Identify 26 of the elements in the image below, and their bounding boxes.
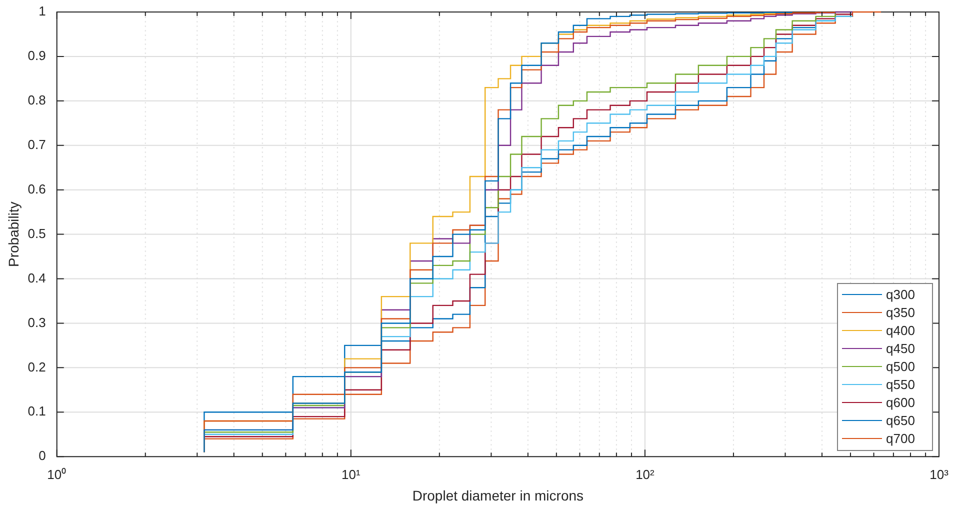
y-tick-label: 0.1 — [28, 404, 46, 419]
y-tick-label: 0.2 — [28, 359, 46, 374]
legend-label: q550 — [886, 377, 915, 392]
legend-label: q450 — [886, 341, 915, 356]
y-tick-label: 1 — [38, 4, 46, 19]
y-tick-label: 0.7 — [28, 136, 46, 152]
y-tick-label: 0.8 — [28, 92, 46, 108]
legend-label: q600 — [886, 395, 915, 410]
legend-label: q400 — [886, 323, 915, 338]
x-tick-label: 10¹ — [342, 466, 361, 482]
y-tick-label: 0.9 — [28, 48, 46, 64]
legend-label: q350 — [886, 305, 915, 320]
legend-label: q700 — [886, 431, 915, 446]
y-tick-label: 0.6 — [28, 181, 46, 196]
y-tick-label: 0.5 — [28, 226, 46, 241]
y-axis-title: Probability — [5, 202, 22, 267]
y-tick-label: 0.4 — [28, 270, 46, 286]
legend-label: q500 — [886, 359, 915, 374]
x-tick-label: 10² — [636, 466, 656, 482]
y-tick-label: 0.3 — [28, 314, 46, 330]
x-axis-title: Droplet diameter in microns — [412, 487, 584, 504]
legend-label: q650 — [886, 413, 915, 428]
x-tick-label: 10³ — [930, 466, 950, 482]
legend-label: q300 — [886, 287, 915, 302]
x-tick-label: 10⁰ — [47, 466, 67, 482]
y-tick-label: 0 — [38, 448, 46, 464]
